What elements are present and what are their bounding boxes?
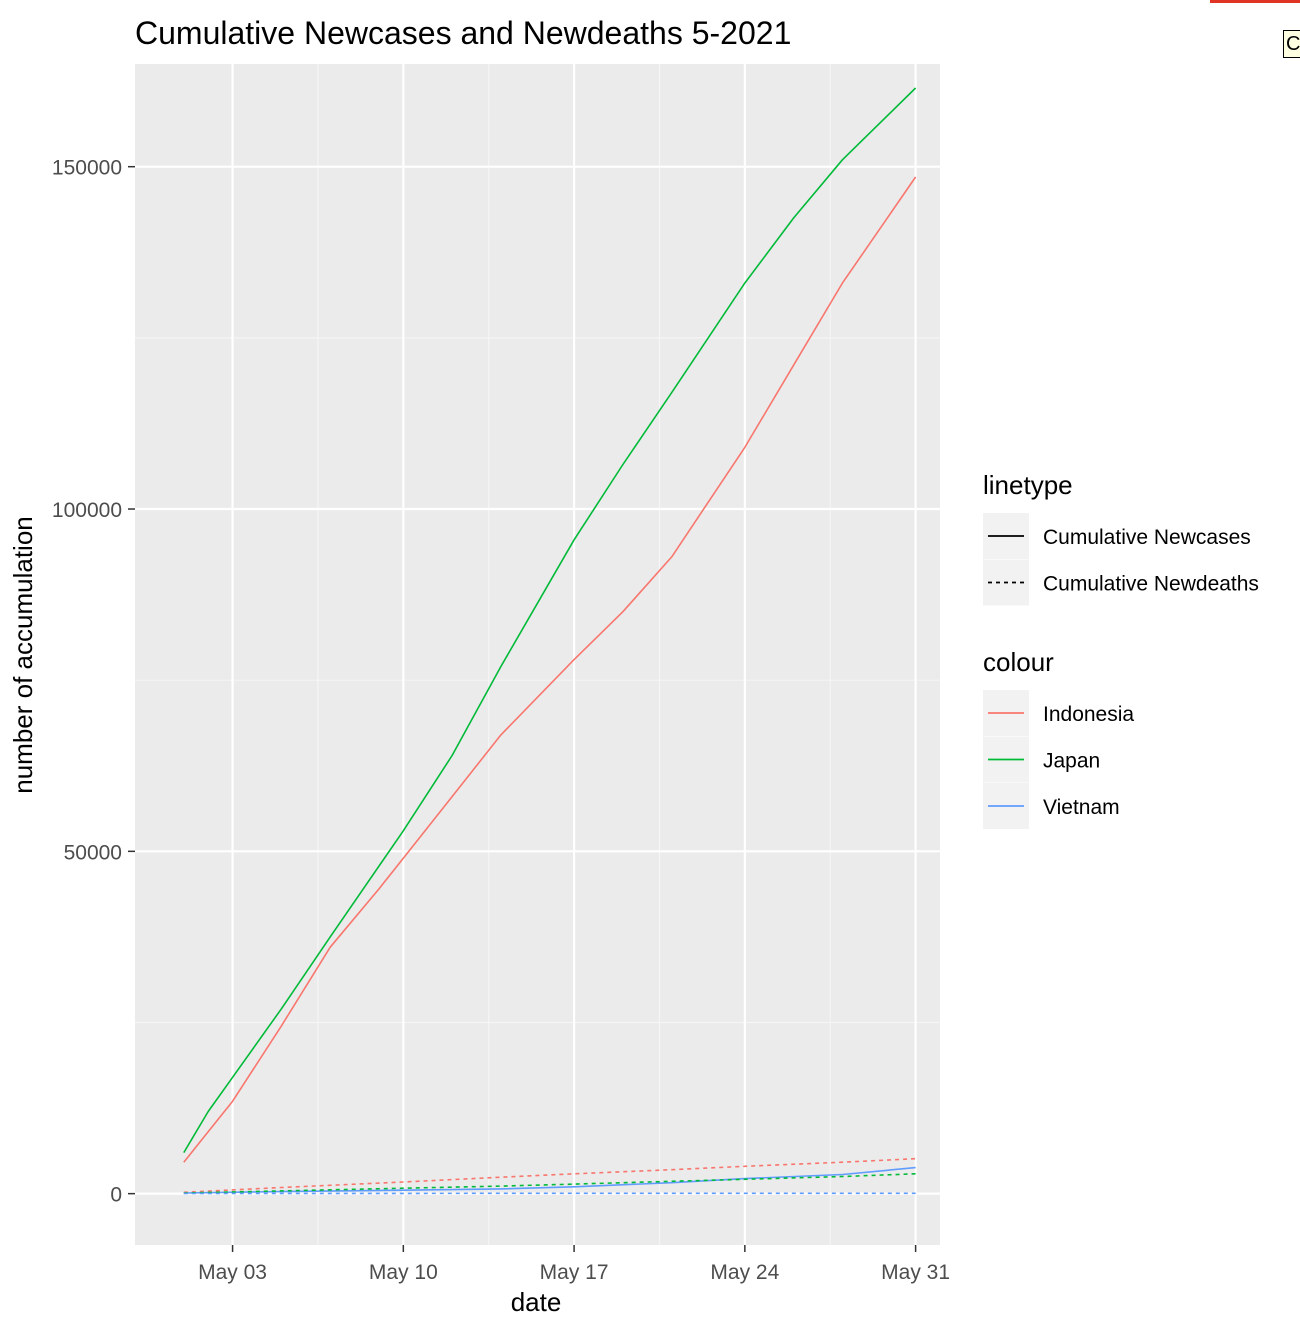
y-tick-label: 50000: [64, 841, 122, 864]
y-tick-label: 0: [110, 1184, 122, 1207]
tooltip-fragment: C: [1283, 30, 1300, 58]
series-japan-newcases: [183, 87, 917, 1154]
y-tick-label: 150000: [52, 157, 122, 180]
series-japan-newdeaths: [183, 1173, 916, 1194]
y-axis-title: number of accumulation: [8, 516, 38, 793]
x-axis-title: date: [511, 1287, 562, 1317]
legend-title: colour: [983, 647, 1054, 677]
legend: linetype Cumulative Newcases Cumulative Ne…: [983, 470, 1259, 829]
legend-label: Vietnam: [1043, 796, 1120, 819]
x-tick-label: May 31: [881, 1261, 950, 1284]
y-axis-ticks: 0 50000 100000 150000: [52, 157, 135, 1207]
series-indonesia-newcases: [183, 176, 917, 1163]
legend-label: Indonesia: [1043, 703, 1134, 726]
series-vietnam-newcases: [183, 1166, 916, 1194]
y-tick-label: 100000: [52, 499, 122, 522]
legend-label: Japan: [1043, 750, 1100, 773]
legend-title: linetype: [983, 470, 1073, 500]
series-indonesia-newdeaths: [183, 1157, 916, 1194]
x-tick-label: May 24: [710, 1261, 779, 1284]
series-lines: [183, 87, 917, 1195]
legend-label: Cumulative Newcases: [1043, 526, 1251, 549]
plot-panel: [135, 64, 940, 1245]
x-tick-label: May 17: [540, 1261, 609, 1284]
x-tick-label: May 03: [198, 1261, 267, 1284]
chart-title: Cumulative Newcases and Newdeaths 5-2021: [135, 15, 791, 51]
x-axis-ticks: May 03 May 10 May 17 May 24 May 31: [198, 1245, 950, 1284]
legend-label: Cumulative Newdeaths: [1043, 573, 1259, 596]
x-tick-label: May 10: [369, 1261, 438, 1284]
red-accent-bar: [1210, 0, 1300, 3]
minor-gridlines: [135, 64, 940, 1245]
